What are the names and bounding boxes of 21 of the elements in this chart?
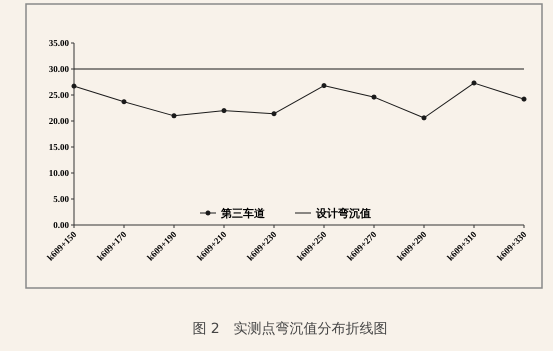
point (372, 94, 376, 100)
point (322, 83, 326, 88)
y-tick-label: 0.00 (53, 220, 70, 230)
point (222, 108, 226, 114)
caption: 图 2 实测点弯沉值分布折线图 (192, 321, 388, 337)
y-tick-label: 35.00 (48, 38, 70, 48)
y-tick-label: 25.00 (48, 90, 70, 100)
legend-label: 设计弯沉值 (315, 206, 371, 220)
point (472, 80, 476, 86)
y-tick-label: 10.00 (48, 168, 70, 178)
y-tick-label: 15.00 (48, 142, 70, 152)
point (422, 115, 426, 120)
point (172, 113, 176, 118)
point (522, 96, 526, 102)
point (122, 99, 126, 104)
point (72, 84, 76, 89)
y-tick-label: 20.00 (48, 116, 70, 126)
legend-label: 第三车道 (220, 206, 266, 220)
point (272, 111, 276, 116)
y-tick-label: 5.00 (53, 194, 70, 204)
y-tick-label: 30.00 (48, 64, 70, 74)
